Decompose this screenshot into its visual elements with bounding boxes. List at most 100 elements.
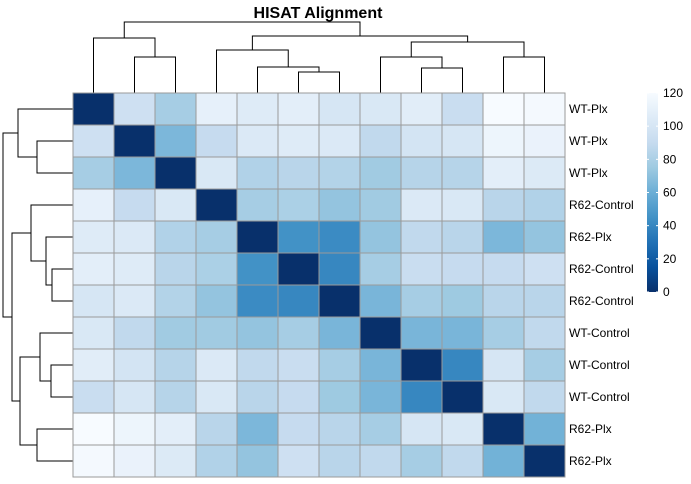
heatmap-cell [236,444,279,478]
row-label: R62-Plx [569,422,612,436]
heatmap-cell [195,156,238,190]
heatmap-cell [441,252,484,286]
heatmap-cell [318,220,361,254]
heatmap-cell [72,380,115,414]
dendrogram-branch [50,364,73,398]
heatmap-cell [359,252,402,286]
heatmap-cell [195,444,238,478]
row-label: WT-Plx [569,134,608,148]
heatmap-cell [318,316,361,350]
heatmap-cell [72,444,115,478]
heatmap-cell [482,412,525,446]
heatmap-cell [318,92,361,126]
heatmap-cell [359,188,402,222]
heatmap-cell [277,188,320,222]
heatmap-cell [400,284,443,318]
heatmap-cell [318,348,361,382]
heatmap-cell [72,348,115,382]
row-dendrogram [2,108,73,462]
heatmap-cell [482,92,525,126]
heatmap-cell [277,124,320,158]
heatmap-cell [113,412,156,446]
heatmap-cell [359,348,402,382]
dendrogram-branch [298,71,340,93]
dendrogram-branch [410,41,525,57]
heatmap-cell [441,220,484,254]
legend-tick-label: 0 [663,285,670,299]
heatmap-cell [441,284,484,318]
heatmap-cell [482,124,525,158]
heatmap-cell [441,444,484,478]
heatmap-cell [523,444,566,478]
heatmap-cell [400,316,443,350]
heatmap-cell [441,412,484,446]
heatmap-cell [154,188,197,222]
heatmap-cell [113,124,156,158]
heatmap-cell [318,188,361,222]
dendrogram-branch [2,132,18,318]
heatmap-cell [236,220,279,254]
heatmap-cell [113,156,156,190]
heatmap-cell [441,92,484,126]
heatmap-cell [154,92,197,126]
heatmap-cell [359,380,402,414]
heatmap-cell [113,252,156,286]
heatmap-cell [400,444,443,478]
dendrogram-branch [380,56,443,93]
heatmap-cell [154,316,197,350]
row-label: WT-Control [569,326,630,340]
heatmap-cell [523,284,566,318]
heatmap-cell [482,252,525,286]
heatmap-cell [482,156,525,190]
heatmap-cell [72,220,115,254]
heatmap-cell [277,92,320,126]
heatmap-cell [195,284,238,318]
legend-tick-label: 60 [663,186,677,200]
heatmap-cell [236,156,279,190]
heatmap-cell [236,412,279,446]
heatmap-cell [236,316,279,350]
heatmap-cell [359,444,402,478]
heatmap-cell [72,156,115,190]
heatmap-cell [523,124,566,158]
heatmap-cell [72,188,115,222]
heatmap-cell [400,92,443,126]
heatmap-cell [154,444,197,478]
heatmap-cell [359,156,402,190]
heatmap-cell [236,188,279,222]
legend-tick-label: 100 [663,119,683,133]
heatmap-cell [441,348,484,382]
row-label: R62-Plx [569,454,612,468]
heatmap-cell [523,348,566,382]
heatmap-cell [236,252,279,286]
heatmap-cell [195,188,238,222]
heatmap-cell [113,92,156,126]
row-label: R62-Plx [569,230,612,244]
heatmap-cell [195,92,238,126]
heatmap-cell [482,188,525,222]
heatmap-cells [72,92,566,478]
heatmap-cell [236,380,279,414]
heatmap-cell [154,220,197,254]
dendrogram-branch [257,66,320,93]
legend-tick-label: 20 [663,252,677,266]
heatmap-cell [72,124,115,158]
heatmap-cell [523,188,566,222]
legend-tick-label: 40 [663,219,677,233]
dendrogram-branch [17,108,73,158]
heatmap-cell [359,316,402,350]
dendrogram-branch [503,56,545,93]
heatmap-cell [482,220,525,254]
heatmap-cell [154,124,197,158]
heatmap-cell [195,348,238,382]
heatmap-cell [523,252,566,286]
row-label: WT-Plx [569,166,608,180]
dendrogram-branch [39,332,73,382]
heatmap-cell [277,220,320,254]
row-label: R62-Control [569,198,634,212]
heatmap-cell [236,124,279,158]
dendrogram-branch [30,204,73,262]
heatmap-cell [523,92,566,126]
heatmap-cell [359,124,402,158]
dendrogram-branch [45,236,73,286]
